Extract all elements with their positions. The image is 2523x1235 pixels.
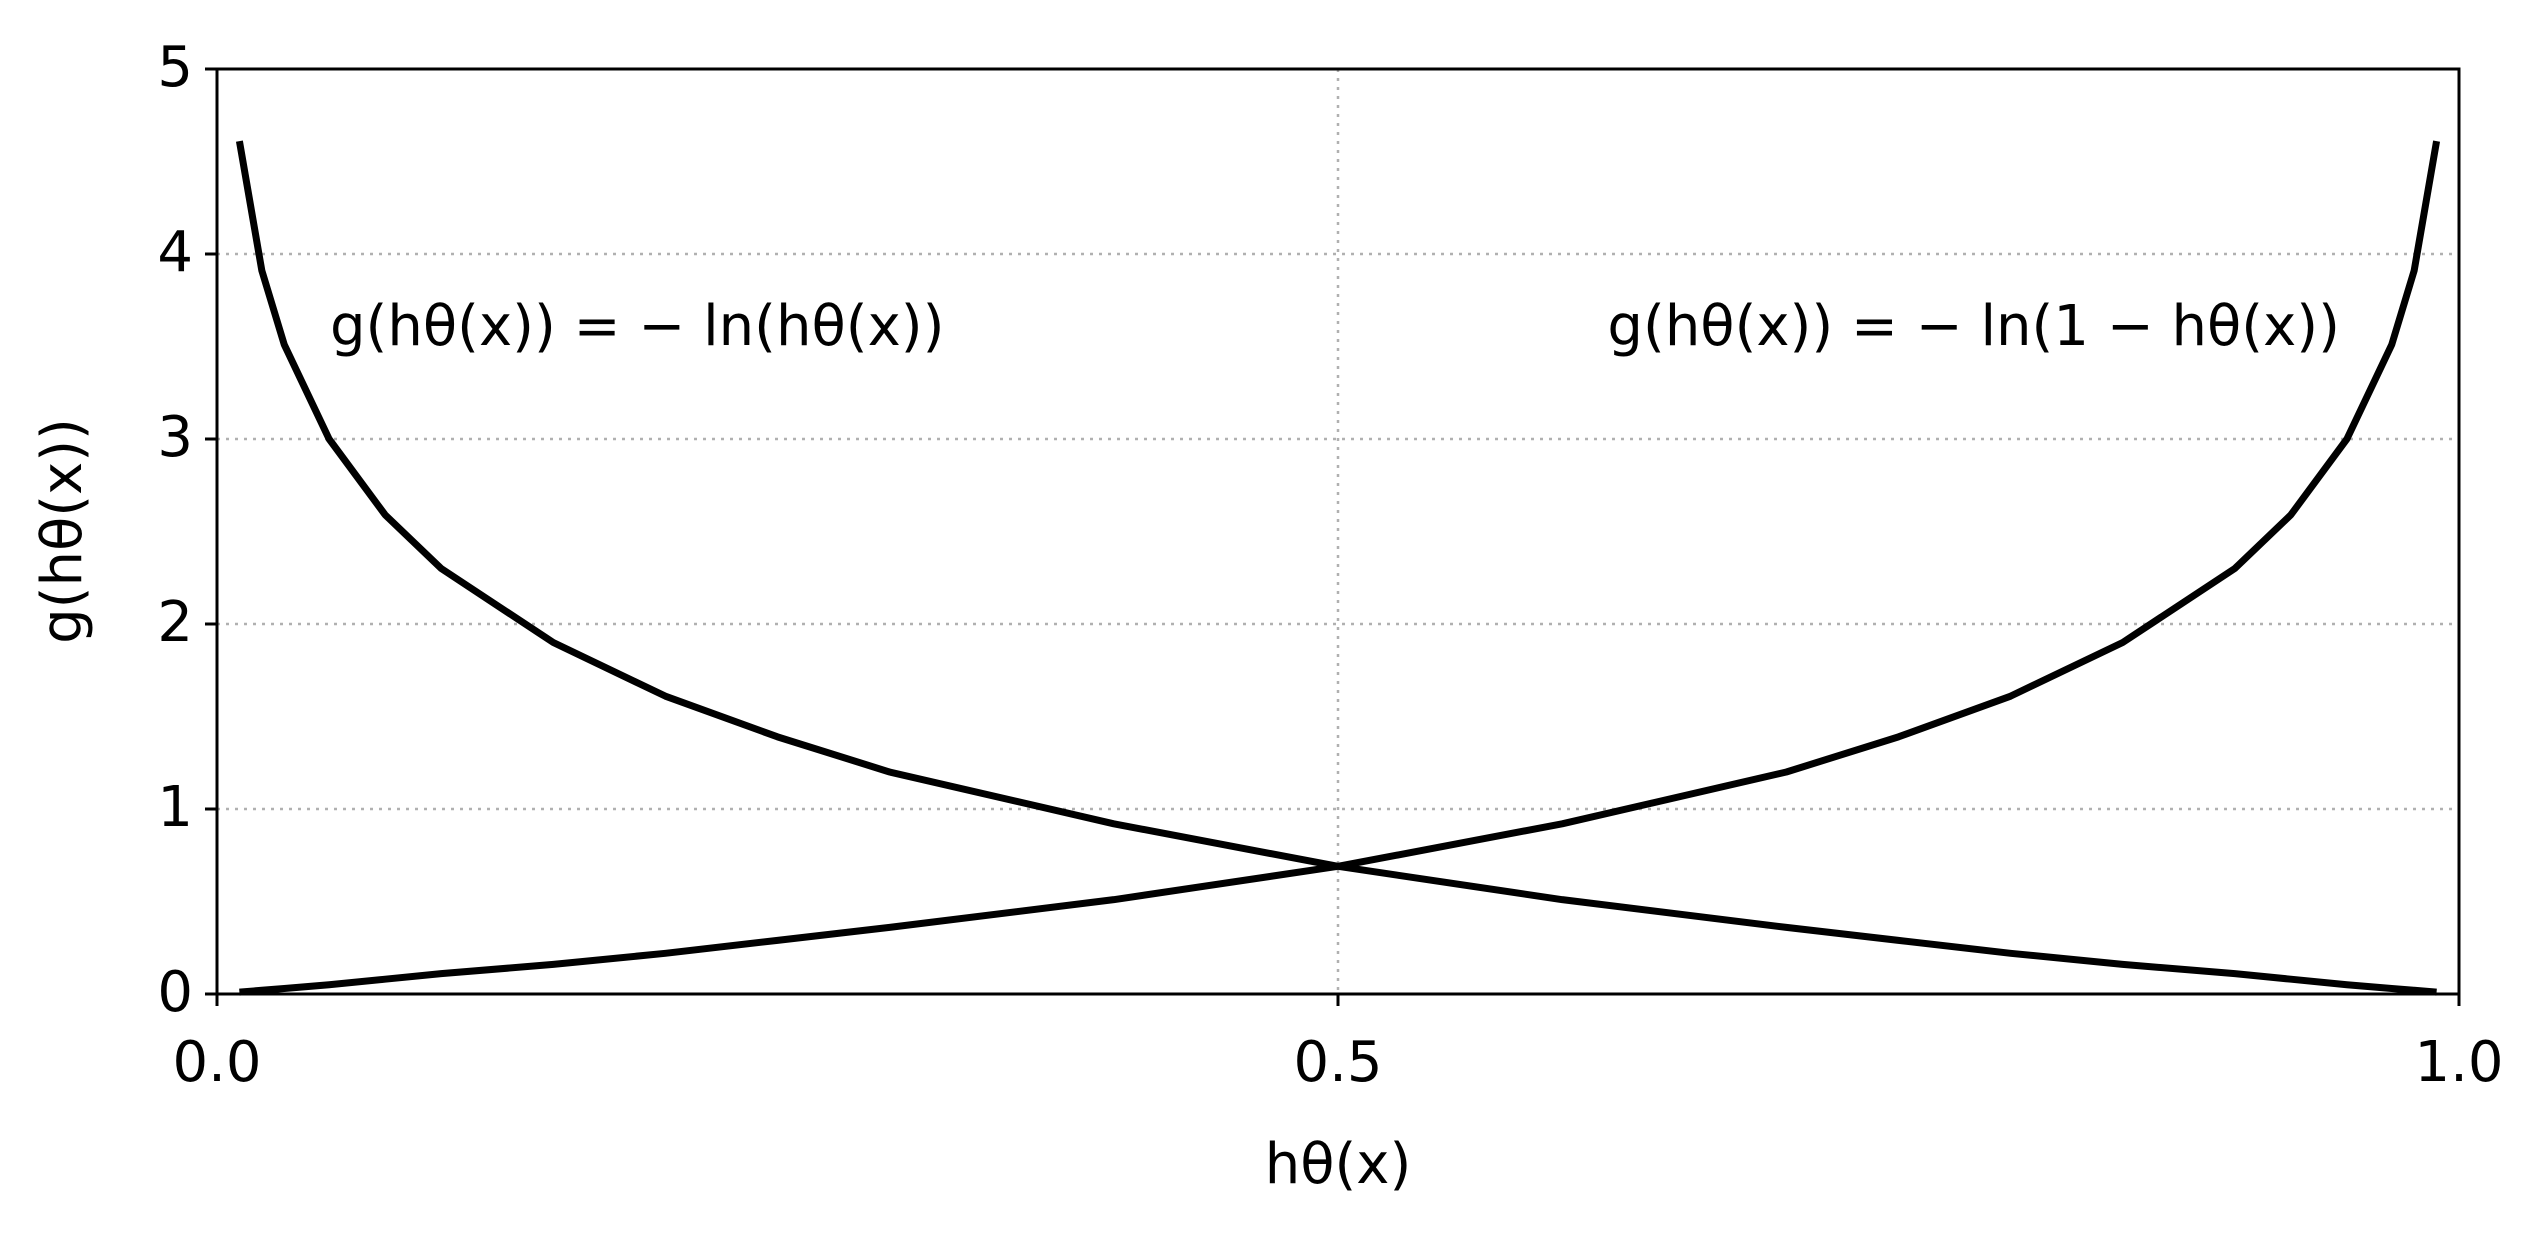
x-tick-label: 0.5 xyxy=(1293,1030,1382,1095)
y-tick-label: 5 xyxy=(157,35,193,100)
y-tick-label: 1 xyxy=(157,775,193,840)
annotation: g(hθ(x)) = − ln(1 − hθ(x)) xyxy=(1607,294,2340,359)
y-tick-label: 3 xyxy=(157,405,193,470)
line xyxy=(239,140,2441,996)
x-tick-label: 1.0 xyxy=(2414,1030,2503,1095)
annotation: g(hθ(x)) = − ln(hθ(x)) xyxy=(330,294,944,359)
y-tick-label: 0 xyxy=(157,960,193,1025)
y-axis-label: g(hθ(x)) xyxy=(30,418,95,644)
x-axis-label: hθ(x) xyxy=(1265,1132,1412,1197)
y-tick-label: 2 xyxy=(157,590,193,655)
x-tick-label: 0.0 xyxy=(172,1030,261,1095)
plot-frame xyxy=(215,67,2461,996)
y-tick-label: 4 xyxy=(157,220,193,285)
